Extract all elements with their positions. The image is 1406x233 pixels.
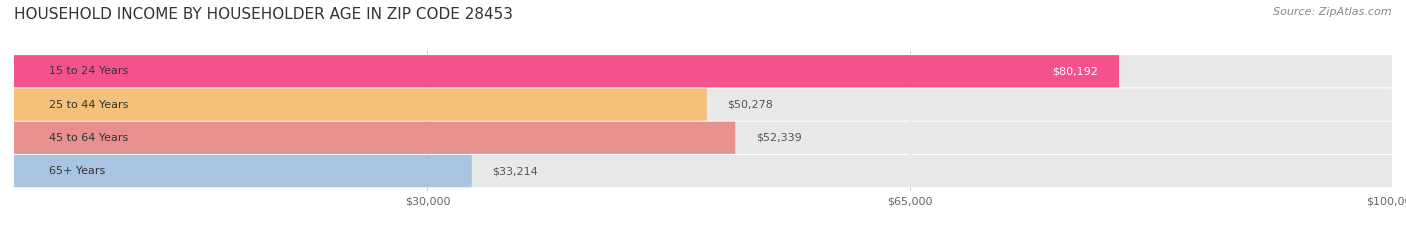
Text: 15 to 24 Years: 15 to 24 Years <box>48 66 128 76</box>
Text: 25 to 44 Years: 25 to 44 Years <box>48 99 128 110</box>
FancyBboxPatch shape <box>14 88 707 121</box>
Text: 65+ Years: 65+ Years <box>48 166 105 176</box>
Text: 45 to 64 Years: 45 to 64 Years <box>48 133 128 143</box>
Text: $33,214: $33,214 <box>492 166 538 176</box>
Text: $50,278: $50,278 <box>727 99 773 110</box>
FancyBboxPatch shape <box>14 88 1392 121</box>
FancyBboxPatch shape <box>14 55 1119 87</box>
FancyBboxPatch shape <box>14 55 1392 87</box>
FancyBboxPatch shape <box>14 122 1392 154</box>
Text: $80,192: $80,192 <box>1053 66 1098 76</box>
Text: Source: ZipAtlas.com: Source: ZipAtlas.com <box>1274 7 1392 17</box>
FancyBboxPatch shape <box>14 155 1392 187</box>
Text: HOUSEHOLD INCOME BY HOUSEHOLDER AGE IN ZIP CODE 28453: HOUSEHOLD INCOME BY HOUSEHOLDER AGE IN Z… <box>14 7 513 22</box>
FancyBboxPatch shape <box>14 155 471 187</box>
Text: $52,339: $52,339 <box>756 133 801 143</box>
FancyBboxPatch shape <box>14 122 735 154</box>
